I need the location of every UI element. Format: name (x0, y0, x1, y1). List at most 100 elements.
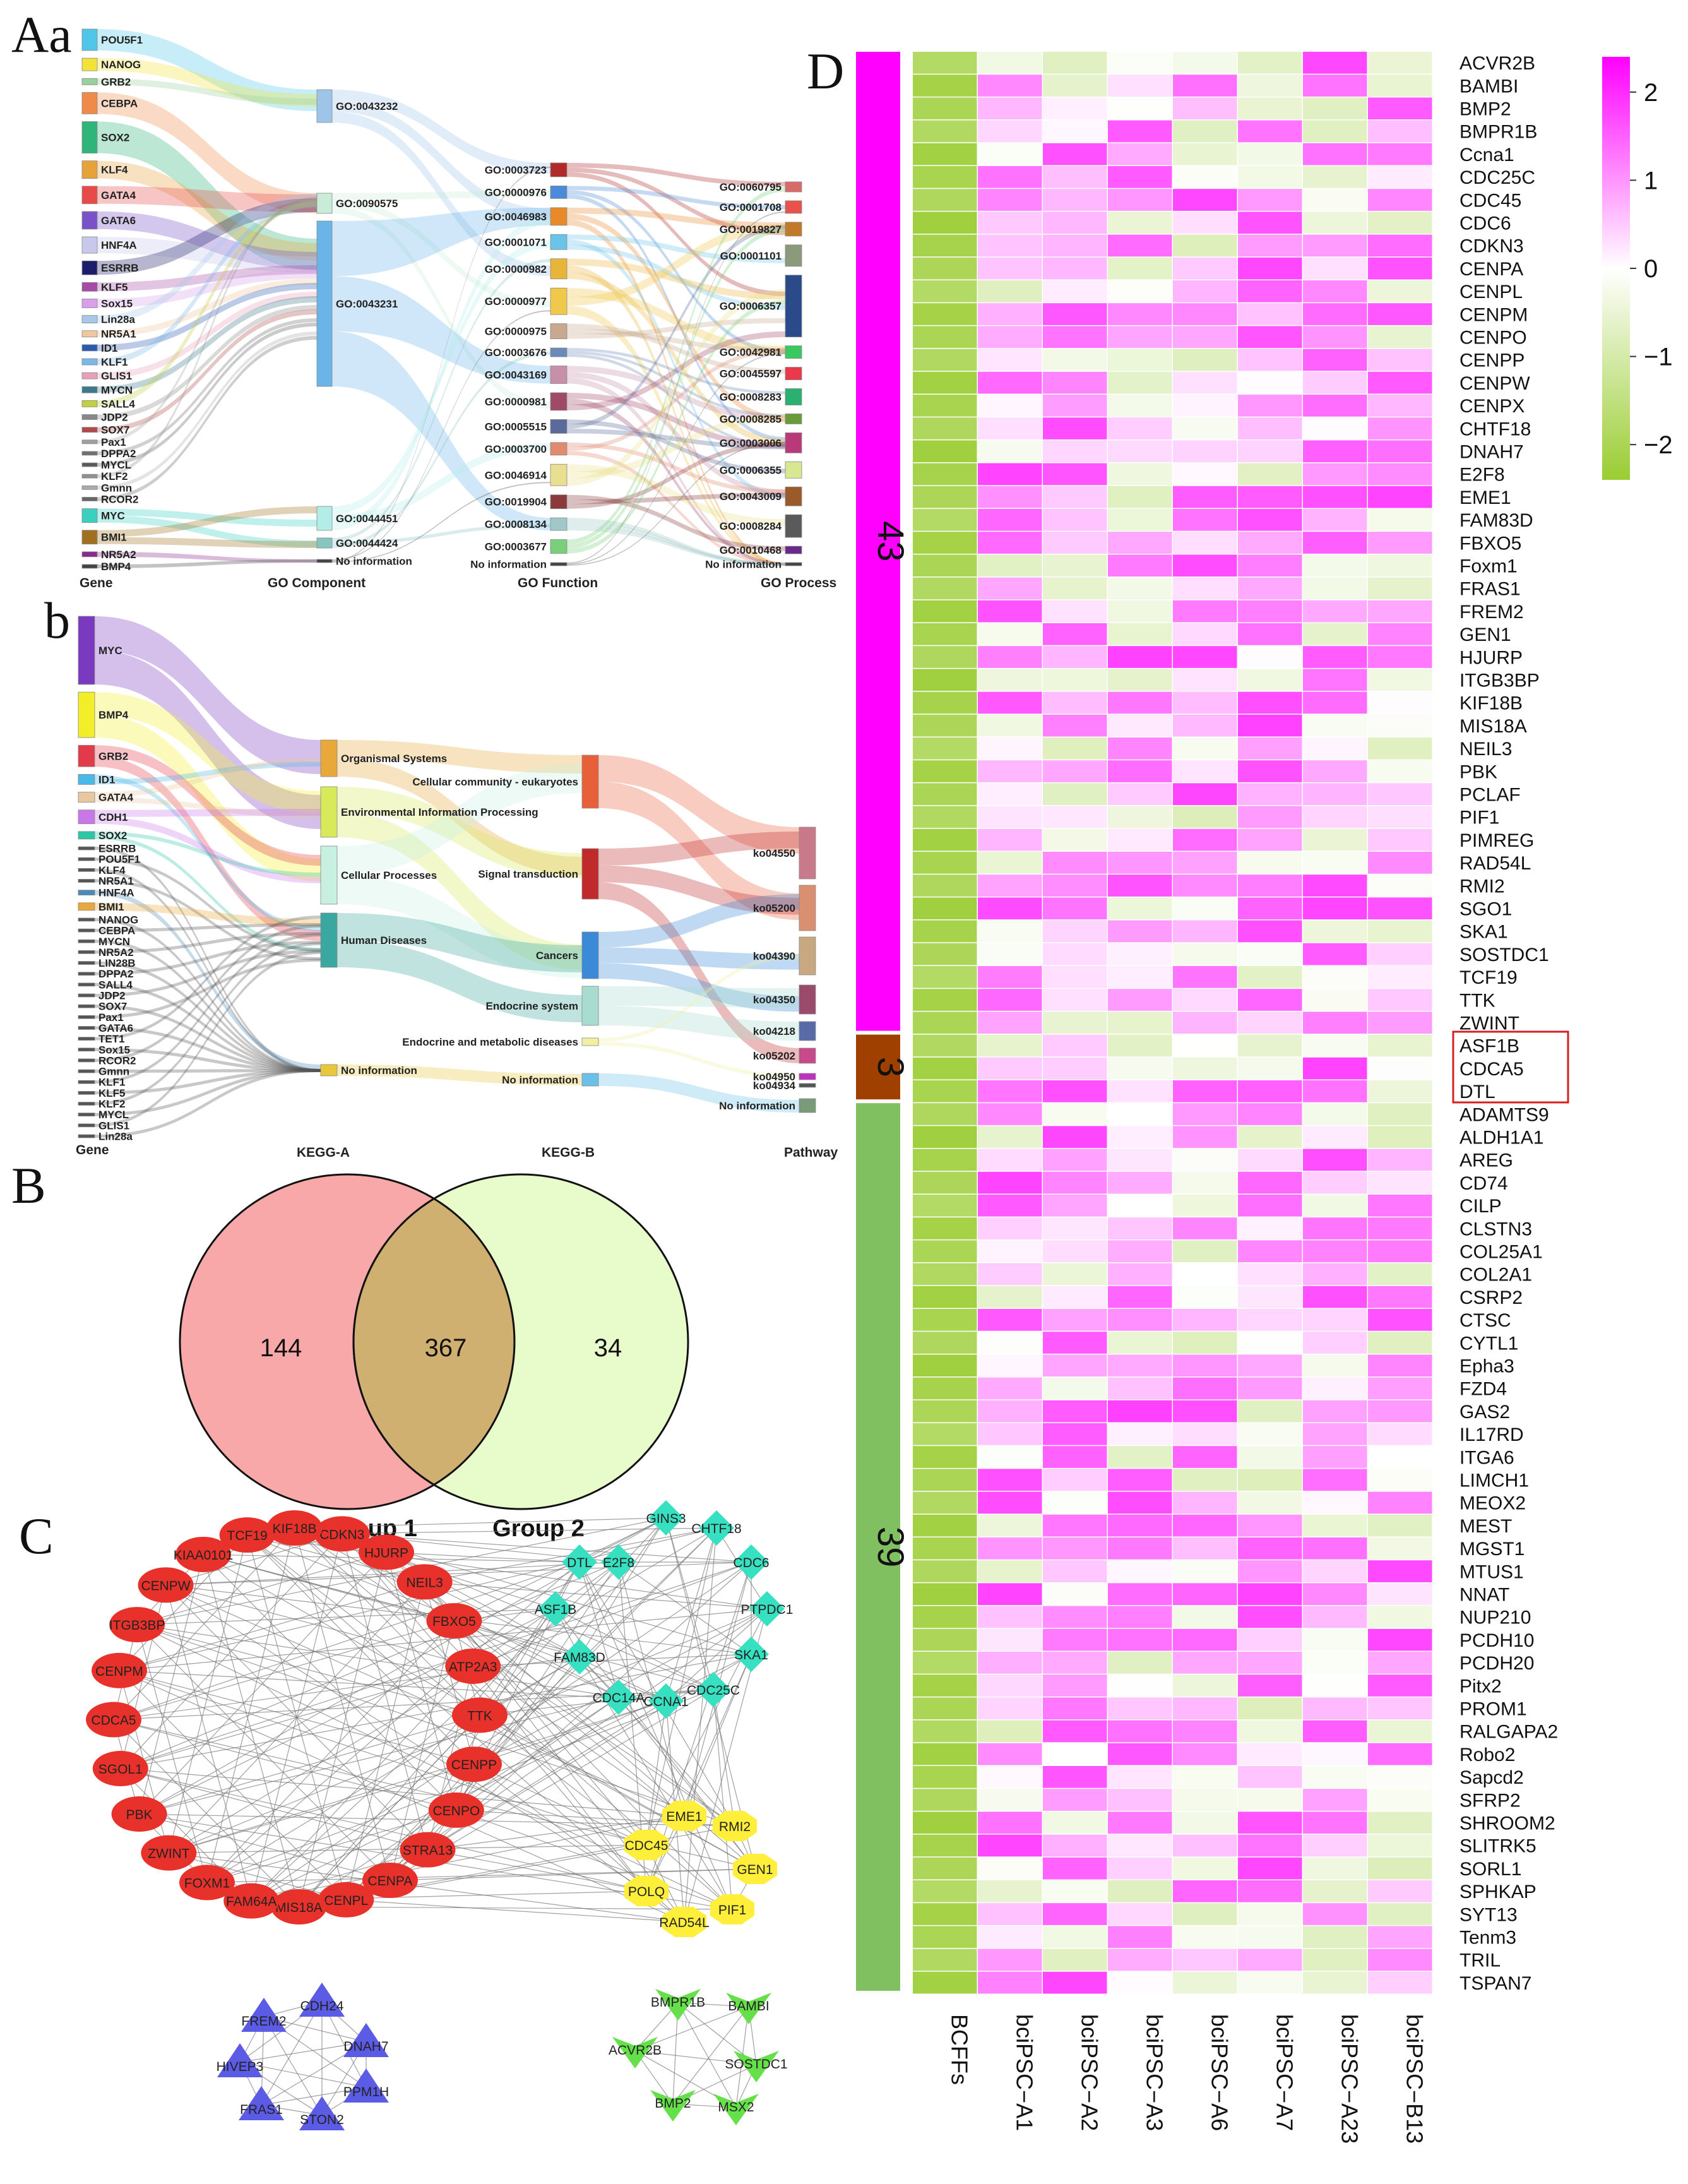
heatmap-row-label-neil3: NEIL3 (1459, 739, 1512, 760)
heatmap-cell-ska1-bcffs (913, 920, 977, 943)
go-link (97, 121, 317, 270)
kegg-link (95, 809, 321, 817)
ppi-edge (119, 1608, 768, 1671)
heatmap-cell-cd74-bcipsc-a1 (978, 1171, 1042, 1194)
heatmap-cell-tenm3-bcipsc-a3 (1108, 1926, 1172, 1948)
go-node-go-0001708 (785, 200, 802, 214)
kegg-link (95, 902, 321, 926)
node-label-zwint: ZWINT (148, 1847, 190, 1861)
heatmap-cell-cdc25c-bcipsc-a3 (1108, 166, 1172, 188)
heatmap-cell-ttk-bcipsc-a23 (1303, 989, 1367, 1011)
heatmap-cell-fam83d-bcipsc-b13 (1368, 509, 1432, 531)
heatmap-cell-tcf19-bcffs (913, 966, 977, 988)
node-label-cenpp: CENPP (451, 1758, 497, 1772)
kegg-node-cdh1 (78, 809, 95, 825)
heatmap-cell-zwint-bcipsc-b13 (1368, 1011, 1432, 1034)
kegg-node-mycl (78, 1113, 95, 1117)
heatmap-cell-fbxo5-bcipsc-a2 (1043, 532, 1107, 554)
ppi-edge (165, 1584, 473, 1667)
node-tcf19 (219, 1517, 275, 1553)
heatmap-cell-areg-bcipsc-a6 (1173, 1149, 1237, 1171)
node-e2f8 (601, 1544, 636, 1580)
ppi-edge (120, 1561, 619, 1769)
heatmap-cell-dnah7-bcipsc-a3 (1108, 440, 1172, 463)
go-link (97, 537, 317, 548)
node-rad54l (662, 1906, 707, 1938)
go-label-sox2: SOX2 (101, 132, 129, 144)
heatmap-cell-fbxo5-bcipsc-a1 (978, 532, 1042, 554)
heatmap-cell-epha3-bcipsc-a3 (1108, 1354, 1172, 1377)
go-label-klf4: KLF4 (101, 164, 128, 176)
heatmap-row-label-sapcd2: Sapcd2 (1459, 1767, 1524, 1788)
node-label-msx2: MSX2 (718, 2100, 754, 2115)
go-node-go-0043169 (550, 366, 568, 384)
kegg-link (95, 941, 321, 976)
go-link (332, 259, 550, 542)
heatmap-cell-pclaf-bcipsc-a1 (978, 783, 1042, 806)
go-node-klf5 (81, 282, 98, 292)
heatmap-cell-robo2-bcipsc-a23 (1303, 1743, 1367, 1765)
ppi-edge (427, 1561, 752, 1851)
kegg-node-cancers (581, 931, 599, 979)
heatmap-row-label-cytl1: CYTL1 (1459, 1333, 1518, 1354)
kegg-link (95, 1047, 321, 1072)
heatmap-cell-cdc6-bcipsc-a6 (1173, 212, 1237, 234)
heatmap-cell-prom1-bcipsc-a6 (1173, 1697, 1237, 1720)
heatmap-cell-cenpp-bcipsc-a2 (1043, 349, 1107, 371)
heatmap-cell-rmi2-bcipsc-a1 (978, 874, 1042, 897)
node-chtf18 (699, 1510, 734, 1546)
heatmap-cell-cenpp-bcipsc-a7 (1238, 349, 1302, 371)
heatmap-cell-pitx2-bcipsc-a2 (1043, 1674, 1107, 1697)
heatmap-cell-nup210-bcipsc-a2 (1043, 1606, 1107, 1628)
go-node-mycn (81, 386, 98, 393)
node-label-stra13: STRA13 (403, 1844, 453, 1858)
go-link (97, 296, 317, 393)
node-label-bambi: BAMBI (728, 1999, 769, 2014)
heatmap-cell-cenpw-bcipsc-a3 (1108, 371, 1172, 394)
kegg-node-grb2 (78, 744, 95, 767)
heatmap-cell-tenm3-bcffs (913, 1926, 977, 1948)
go-link (332, 90, 550, 174)
kegg-link (95, 950, 321, 998)
go-label-go-0043232: GO:0043232 (336, 100, 398, 112)
heatmap-cell-cenpl-bcipsc-a3 (1108, 280, 1172, 302)
ppi-edge (634, 2002, 679, 2051)
go-link (97, 78, 317, 105)
heatmap-cell-ctsc-bcipsc-a2 (1043, 1309, 1107, 1331)
heatmap-row-label-frem2: FREM2 (1459, 602, 1524, 623)
panel-letter-C: C (19, 1507, 54, 1565)
heatmap-cell-shroom2-bcipsc-a2 (1043, 1811, 1107, 1834)
heatmap-row-label-pif1: PIF1 (1459, 808, 1499, 828)
ppi-edge (136, 1624, 735, 1827)
heatmap-cell-il17rd-bcipsc-a7 (1238, 1423, 1302, 1445)
heatmap-cell-kif18b-bcipsc-a6 (1173, 691, 1237, 714)
node-label-atp2a3: ATP2A3 (449, 1660, 497, 1674)
heatmap-cell-cytl1-bcipsc-a2 (1043, 1332, 1107, 1354)
node-label-hivep3: HIVEP3 (217, 2060, 264, 2074)
heatmap-cell-tcf19-bcipsc-a1 (978, 966, 1042, 988)
heatmap-cell-bmp2-bcipsc-a7 (1238, 97, 1302, 120)
heatmap-cell-fzd4-bcipsc-a6 (1173, 1377, 1237, 1400)
ppi-edge (169, 1527, 717, 1854)
go-node-rcor2 (81, 497, 98, 501)
heatmap-row-label-meox2: MEOX2 (1459, 1493, 1526, 1514)
heatmap-cell-mtus1-bcipsc-a6 (1173, 1560, 1237, 1582)
node-label-foxm1: FOXM1 (184, 1877, 230, 1891)
go-node-go-0003677 (550, 539, 568, 554)
kegg-node-nanog (78, 917, 95, 922)
go-node-nr5a1 (81, 330, 98, 338)
heatmap-row-label-nup210: NUP210 (1459, 1608, 1531, 1628)
go-link (567, 371, 785, 496)
go-label-go-0043231: GO:0043231 (336, 298, 398, 310)
heatmap-cell-il17rd-bcffs (913, 1423, 977, 1445)
ppi-edge (294, 1527, 391, 1881)
heatmap-cell-gen1-bcipsc-a23 (1303, 623, 1367, 645)
go-link (97, 58, 317, 107)
heatmap-cell-cenpw-bcipsc-b13 (1368, 371, 1432, 394)
kegg-link (95, 917, 321, 1072)
node-label-cenpo: CENPO (432, 1804, 480, 1818)
go-label-go-0003700: GO:0003700 (485, 443, 547, 455)
heatmap-cell-pclaf-bcipsc-b13 (1368, 783, 1432, 806)
heatmap-cell-gas2-bcipsc-a7 (1238, 1400, 1302, 1423)
kegg-node-sall4 (78, 982, 95, 987)
